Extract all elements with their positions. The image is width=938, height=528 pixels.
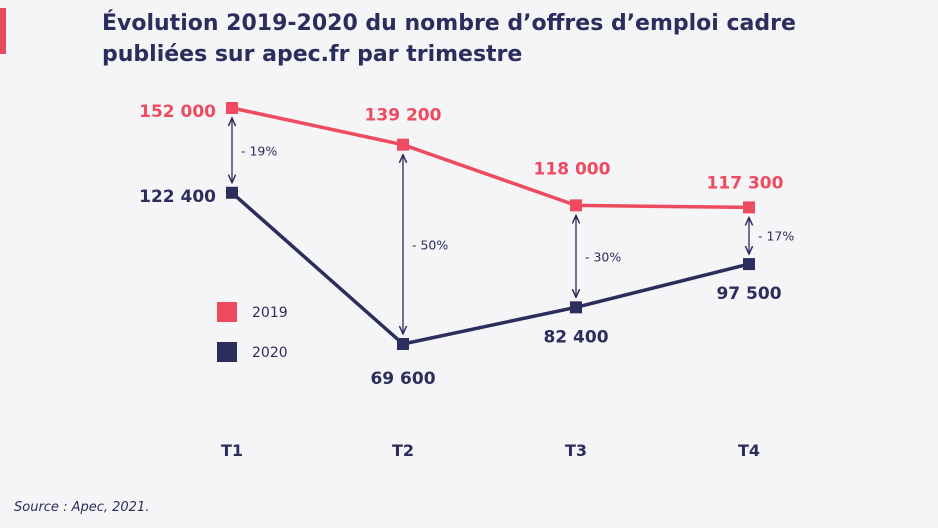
tick-label-T4: T4: [738, 441, 760, 460]
change-label-T3: - 30%: [585, 249, 621, 264]
label-2020-T1: 122 400: [139, 187, 216, 207]
point-2019-T2: [397, 138, 409, 151]
point-2020-T2: [397, 338, 409, 350]
label-2019-T3: 118 000: [534, 159, 611, 179]
point-2020-T1: [226, 186, 238, 199]
change-label-T4: - 17%: [758, 229, 794, 244]
source-note: Source : Apec, 2021.: [14, 500, 150, 515]
point-2019-T4: [743, 201, 755, 214]
x-axis-ticks: T1 T2 T3 T4: [221, 441, 760, 460]
accent-bar: [0, 8, 6, 54]
data-labels: 152 000 139 200 118 000 117 300 122 400 69 60…: [139, 102, 794, 389]
legend-label-2020: 2020: [252, 345, 288, 361]
label-2020-T2: 69 600: [370, 369, 435, 389]
tick-label-T3: T3: [565, 441, 587, 460]
series-line-2019: [231, 106, 750, 210]
tick-label-T2: T2: [392, 441, 414, 460]
legend: 2019 2020: [217, 302, 288, 362]
point-2019-T3: [570, 199, 582, 212]
chart-title-line1: Évolution 2019-2020 du nombre d’offres d…: [102, 11, 796, 36]
label-2019-T2: 139 200: [365, 106, 442, 126]
change-arrows: [232, 118, 749, 334]
change-label-T2: - 50%: [412, 237, 448, 252]
label-2019-T4: 117 300: [707, 173, 784, 193]
label-2019-T1: 152 000: [139, 102, 216, 122]
chart-title: Évolution 2019-2020 du nombre d’offres d…: [102, 8, 922, 70]
series-lines: [230, 106, 750, 346]
tick-label-T1: T1: [221, 441, 243, 460]
label-2020-T4: 97 500: [716, 284, 781, 304]
label-2020-T3: 82 400: [543, 327, 608, 347]
series-points: [226, 102, 755, 350]
legend-label-2019: 2019: [252, 305, 288, 321]
change-label-T1: - 19%: [241, 143, 277, 158]
point-2020-T4: [743, 258, 755, 271]
point-2019-T1: [226, 102, 238, 114]
chart-title-line2: publiées sur apec.fr par trimestre: [102, 42, 523, 67]
series-line-2020: [230, 191, 750, 346]
point-2020-T3: [570, 301, 582, 314]
legend-swatch-2020: [217, 342, 237, 362]
legend-swatch-2019: [217, 302, 237, 322]
